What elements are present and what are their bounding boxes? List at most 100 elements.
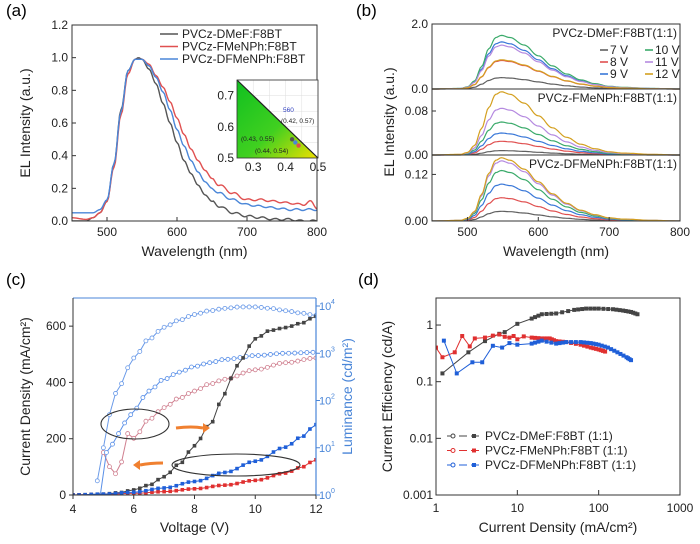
y-tick-label: 0.0	[411, 82, 428, 96]
cie-point	[296, 143, 301, 148]
y-tick-label: 0.8	[51, 83, 68, 97]
efficiency-marker	[606, 307, 611, 312]
legend-label: 10 V	[655, 43, 680, 57]
current-marker	[192, 443, 197, 448]
voltage-line-12V	[432, 59, 680, 90]
y-tick-label: 1.2	[51, 18, 68, 32]
luminance-marker	[107, 464, 112, 470]
efficiency-marker	[603, 349, 608, 354]
luminance-marker	[137, 429, 143, 435]
current-marker	[271, 450, 276, 454]
x-tick-label: 500	[97, 225, 117, 239]
voltage-line-10V	[432, 34, 680, 90]
efficiency-marker	[536, 336, 541, 341]
efficiency-marker	[533, 340, 538, 345]
efficiency-marker	[460, 334, 465, 339]
y2-tick-exponent: 0	[331, 488, 335, 495]
annotation-arrow-right	[175, 425, 204, 430]
current-marker	[308, 316, 312, 321]
luminance-marker	[280, 350, 285, 356]
luminance-marker	[271, 306, 276, 311]
luminance-marker	[231, 356, 237, 362]
efficiency-marker	[584, 306, 589, 311]
efficiency-marker	[440, 371, 445, 376]
efficiency-marker	[482, 339, 487, 344]
luminance-marker	[167, 401, 173, 407]
efficiency-marker	[585, 340, 590, 345]
y-tick-label: 0.12	[405, 167, 429, 181]
current-marker	[156, 486, 160, 491]
current-marker	[271, 328, 276, 332]
efficiency-marker	[539, 336, 544, 341]
legend-label: 12 V	[655, 67, 680, 81]
luminance-marker	[222, 376, 228, 382]
luminance-marker	[301, 357, 307, 363]
panel-label-c: (c)	[6, 270, 26, 289]
luminance-marker	[204, 382, 210, 388]
y2-tick-label: 10	[319, 301, 331, 313]
y-tick-label: 0.00	[405, 214, 429, 228]
current-marker	[192, 479, 197, 484]
current-marker	[241, 356, 245, 360]
efficiency-marker	[596, 342, 601, 347]
efficiency-marker	[569, 340, 574, 345]
efficiency-marker	[596, 347, 601, 352]
current-marker	[198, 478, 203, 483]
plot-area	[436, 306, 640, 376]
y-tick-label: 1	[426, 318, 433, 332]
y-tick-label: 0.00	[405, 148, 429, 162]
current-marker	[253, 459, 258, 464]
current-line-2	[73, 424, 316, 495]
current-marker	[314, 314, 316, 319]
current-marker	[265, 329, 270, 333]
efficiency-marker	[529, 316, 534, 321]
x-tick-label: 4	[70, 502, 77, 516]
current-marker	[150, 482, 154, 487]
luminance-marker	[182, 367, 188, 373]
luminance-marker	[104, 450, 109, 455]
current-marker	[144, 490, 148, 495]
y-tick-label: 0	[59, 488, 66, 502]
luminance-marker	[228, 305, 234, 311]
current-marker	[229, 482, 233, 487]
y2-axis-label: Luminance (cd/m²)	[339, 338, 355, 455]
x-axis-label: Wavelength (nm)	[503, 243, 609, 259]
luminance-marker	[292, 350, 298, 356]
efficiency-marker	[566, 309, 571, 314]
legend-filled-marker	[472, 463, 476, 467]
luminance-marker	[295, 358, 301, 364]
current-marker	[180, 481, 185, 486]
current-marker	[77, 493, 81, 495]
efficiency-marker	[621, 308, 626, 313]
current-marker	[119, 491, 124, 495]
efficiency-marker	[467, 344, 472, 349]
efficiency-marker	[500, 345, 505, 350]
current-marker	[235, 363, 239, 368]
y-tick-label: 2.0	[411, 17, 428, 31]
y-axis-label: EL Intensity (a.u.)	[381, 67, 397, 176]
current-marker	[302, 434, 306, 438]
efficiency-marker	[454, 371, 459, 376]
inset-y-tick-label: 0.5	[217, 151, 234, 165]
y2-tick-label: 10	[319, 396, 331, 408]
panel-label-a: (a)	[6, 1, 27, 20]
luminance-marker	[137, 349, 143, 354]
luminance-marker	[283, 308, 289, 314]
current-marker	[308, 460, 312, 465]
efficiency-marker	[564, 340, 569, 345]
annotation-arrow-left	[139, 461, 164, 467]
efficiency-marker	[529, 335, 534, 340]
luminance-marker	[246, 304, 252, 310]
x-axis-label: Wavelength (nm)	[141, 243, 247, 259]
luminance-marker	[198, 386, 203, 392]
luminance-marker	[146, 388, 152, 394]
plot-area	[72, 57, 317, 221]
luminance-marker	[277, 360, 282, 366]
current-marker	[150, 490, 154, 495]
current-marker	[289, 469, 294, 473]
subplot-title: PVCz-FMeNPh:F8BT(1:1)	[538, 91, 677, 105]
efficiency-marker	[554, 339, 559, 344]
y-tick-label: 0.0	[51, 214, 68, 228]
efficiency-marker	[545, 336, 550, 341]
luminance-marker	[222, 305, 228, 311]
